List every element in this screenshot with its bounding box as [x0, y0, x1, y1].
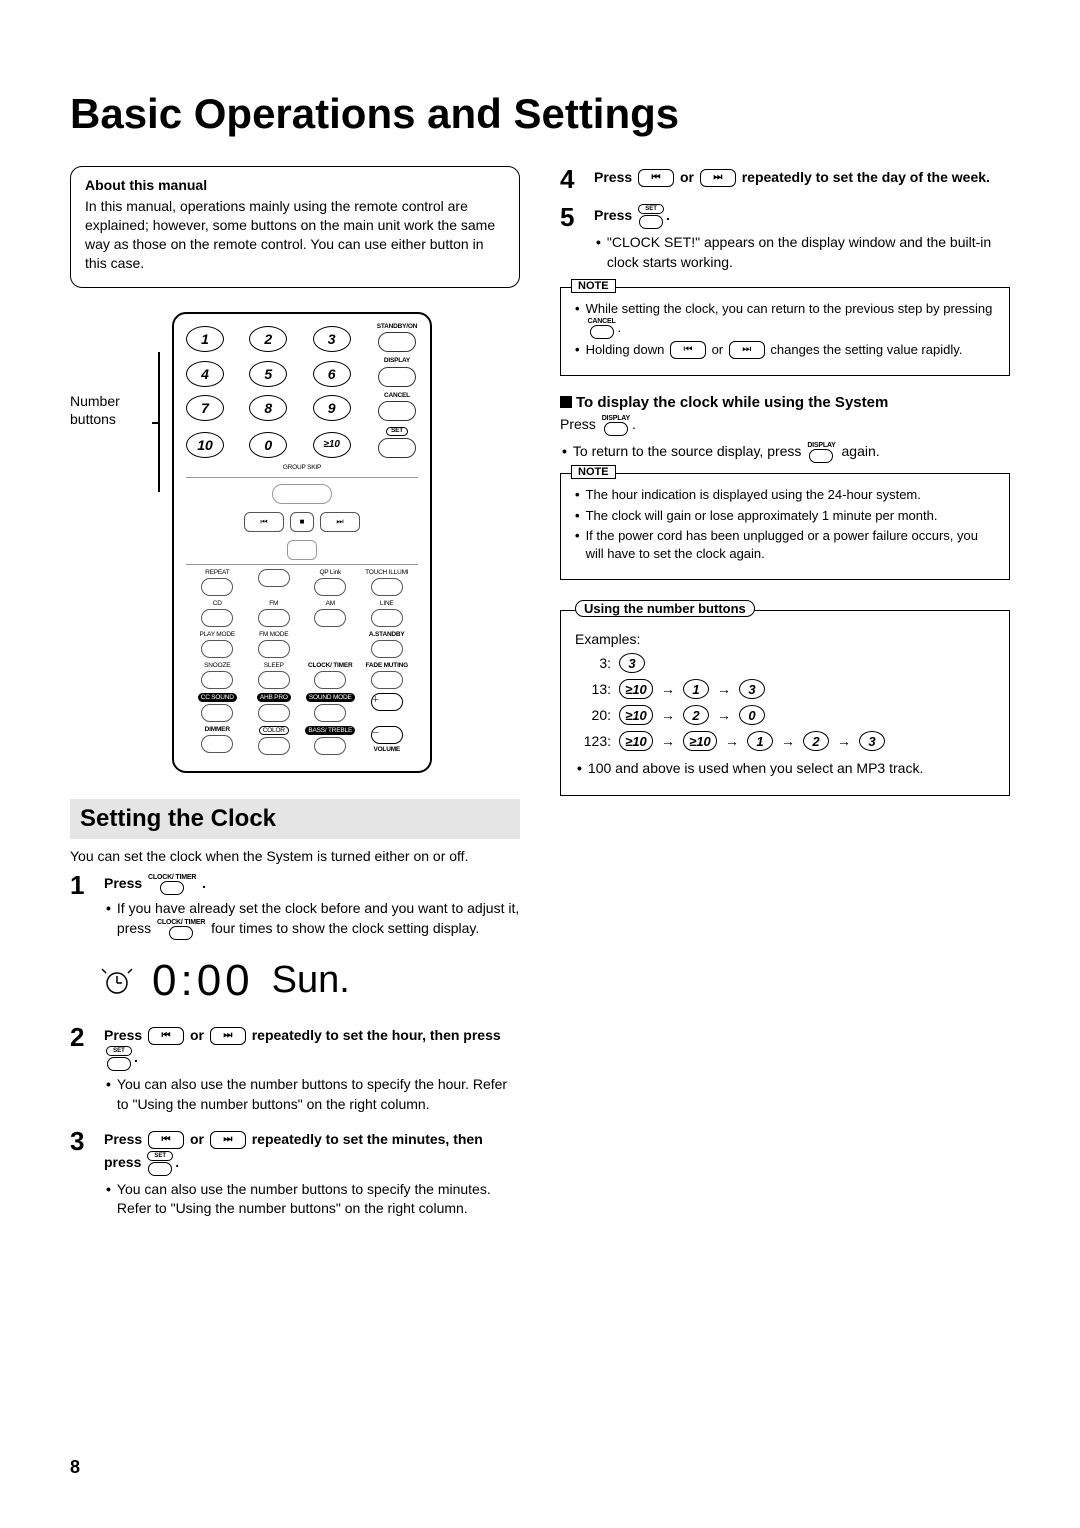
example-label: 20: [575, 707, 611, 723]
section-heading-clock: Setting the Clock [70, 799, 520, 839]
prev-track-icon: ⏮ [638, 169, 674, 187]
btn-gte10: ≥10 [313, 432, 351, 458]
next-track-icon: ⏭ [210, 1027, 246, 1045]
clock-timer-icon: CLOCK/ TIMER [148, 874, 196, 895]
btn-4: 4 [186, 361, 224, 387]
display-button-icon: DISPLAY [602, 415, 630, 436]
brace [150, 352, 162, 492]
next-track-icon: ⏭ [729, 341, 765, 359]
page-title: Basic Operations and Settings [70, 90, 1010, 138]
step-3: 3 Press ⏮ or ⏭ repeatedly to set the min… [70, 1128, 520, 1221]
examples-label: Examples: [575, 631, 995, 647]
about-text: In this manual, operations mainly using … [85, 197, 505, 273]
prev-icon: ⏮ [244, 512, 284, 532]
num-button-icon: ≥10 [619, 705, 653, 725]
example-row: 20: ≥10 → 2 → 0 [575, 705, 995, 725]
arrow-icon: → [717, 681, 731, 697]
num-button-icon: 0 [739, 705, 765, 725]
next-icon: ⏭ [320, 512, 360, 532]
step-4: 4 Press ⏮ or ⏭ repeatedly to set the day… [560, 166, 1010, 192]
note-box-2: NOTE •The hour indication is displayed u… [560, 473, 1010, 580]
stop-icon: ■ [290, 512, 314, 532]
arrow-icon: → [661, 681, 675, 697]
btn-5: 5 [249, 361, 287, 387]
remote-diagram: Number buttons 1 2 3 STANDBY/ON 4 5 6 DI… [70, 312, 520, 773]
num-button-icon: 3 [859, 731, 885, 751]
clock-time: 0:00 [152, 956, 254, 1006]
prev-track-icon: ⏮ [670, 341, 706, 359]
next-track-icon: ⏭ [210, 1131, 246, 1149]
remote-control-image: 1 2 3 STANDBY/ON 4 5 6 DISPLAY 7 8 9 [172, 312, 432, 773]
page-number: 8 [70, 1457, 80, 1478]
display-button-icon: DISPLAY [807, 442, 835, 463]
num-button-icon: 3 [619, 653, 645, 673]
next-track-icon: ⏭ [700, 169, 736, 187]
clock-display-graphic: 0:00 Sun. [100, 956, 520, 1006]
arrow-icon: → [725, 733, 739, 749]
num-button-icon: 1 [747, 731, 773, 751]
note-box-1: NOTE • While setting the clock, you can … [560, 287, 1010, 377]
set-button-icon: SET [147, 1151, 173, 1176]
btn-10: 10 [186, 432, 224, 458]
btn-7: 7 [186, 395, 224, 421]
btn-3: 3 [313, 326, 351, 352]
arrow-icon: → [717, 707, 731, 723]
set-button-icon: SET [638, 204, 664, 229]
btn-6: 6 [313, 361, 351, 387]
example-label: 3: [575, 655, 611, 671]
remote-label: Number buttons [70, 392, 140, 428]
num-button-icon: 1 [683, 679, 709, 699]
box-title: Using the number buttons [575, 600, 755, 617]
set-button-icon: SET [106, 1046, 132, 1071]
clock-day: Sun. [272, 959, 350, 1002]
num-button-icon: 2 [683, 705, 709, 725]
example-row: 3: 3 [575, 653, 995, 673]
clock-icon [100, 967, 134, 995]
subheading-display-clock: To display the clock while using the Sys… [560, 394, 1010, 411]
btn-8: 8 [249, 395, 287, 421]
arrow-icon: → [661, 707, 675, 723]
example-row: 123: ≥10 → ≥10 → 1 → 2 → 3 [575, 731, 995, 751]
arrow-icon: → [661, 733, 675, 749]
num-button-icon: ≥10 [619, 679, 653, 699]
clock-intro: You can set the clock when the System is… [70, 847, 520, 867]
about-title: About this manual [85, 177, 505, 193]
btn-9: 9 [313, 395, 351, 421]
num-button-icon: ≥10 [683, 731, 717, 751]
arrow-icon: → [781, 733, 795, 749]
btn-2: 2 [249, 326, 287, 352]
arrow-icon: → [837, 733, 851, 749]
press-display: Press DISPLAY . [560, 415, 1010, 436]
note-tag: NOTE [571, 465, 616, 479]
cancel-button-icon: CANCEL [588, 318, 616, 339]
about-box: About this manual In this manual, operat… [70, 166, 520, 288]
note-tag: NOTE [571, 279, 616, 293]
prev-track-icon: ⏮ [148, 1131, 184, 1149]
prev-track-icon: ⏮ [148, 1027, 184, 1045]
step-5: 5 Press SET . •"CLOCK SET!" appears on t… [560, 204, 1010, 274]
step-2: 2 Press ⏮ or ⏭ repeatedly to set the hou… [70, 1024, 520, 1117]
num-button-icon: ≥10 [619, 731, 653, 751]
example-label: 123: [575, 733, 611, 749]
num-button-icon: 3 [739, 679, 765, 699]
btn-1: 1 [186, 326, 224, 352]
btn-0: 0 [249, 432, 287, 458]
example-label: 13: [575, 681, 611, 697]
number-buttons-box: Using the number buttons Examples: 3:313… [560, 610, 1010, 796]
example-row: 13: ≥10 → 1 → 3 [575, 679, 995, 699]
step-1: 1 Press CLOCK/ TIMER . • If you have alr… [70, 872, 520, 941]
clock-timer-icon: CLOCK/ TIMER [157, 919, 205, 940]
num-button-icon: 2 [803, 731, 829, 751]
